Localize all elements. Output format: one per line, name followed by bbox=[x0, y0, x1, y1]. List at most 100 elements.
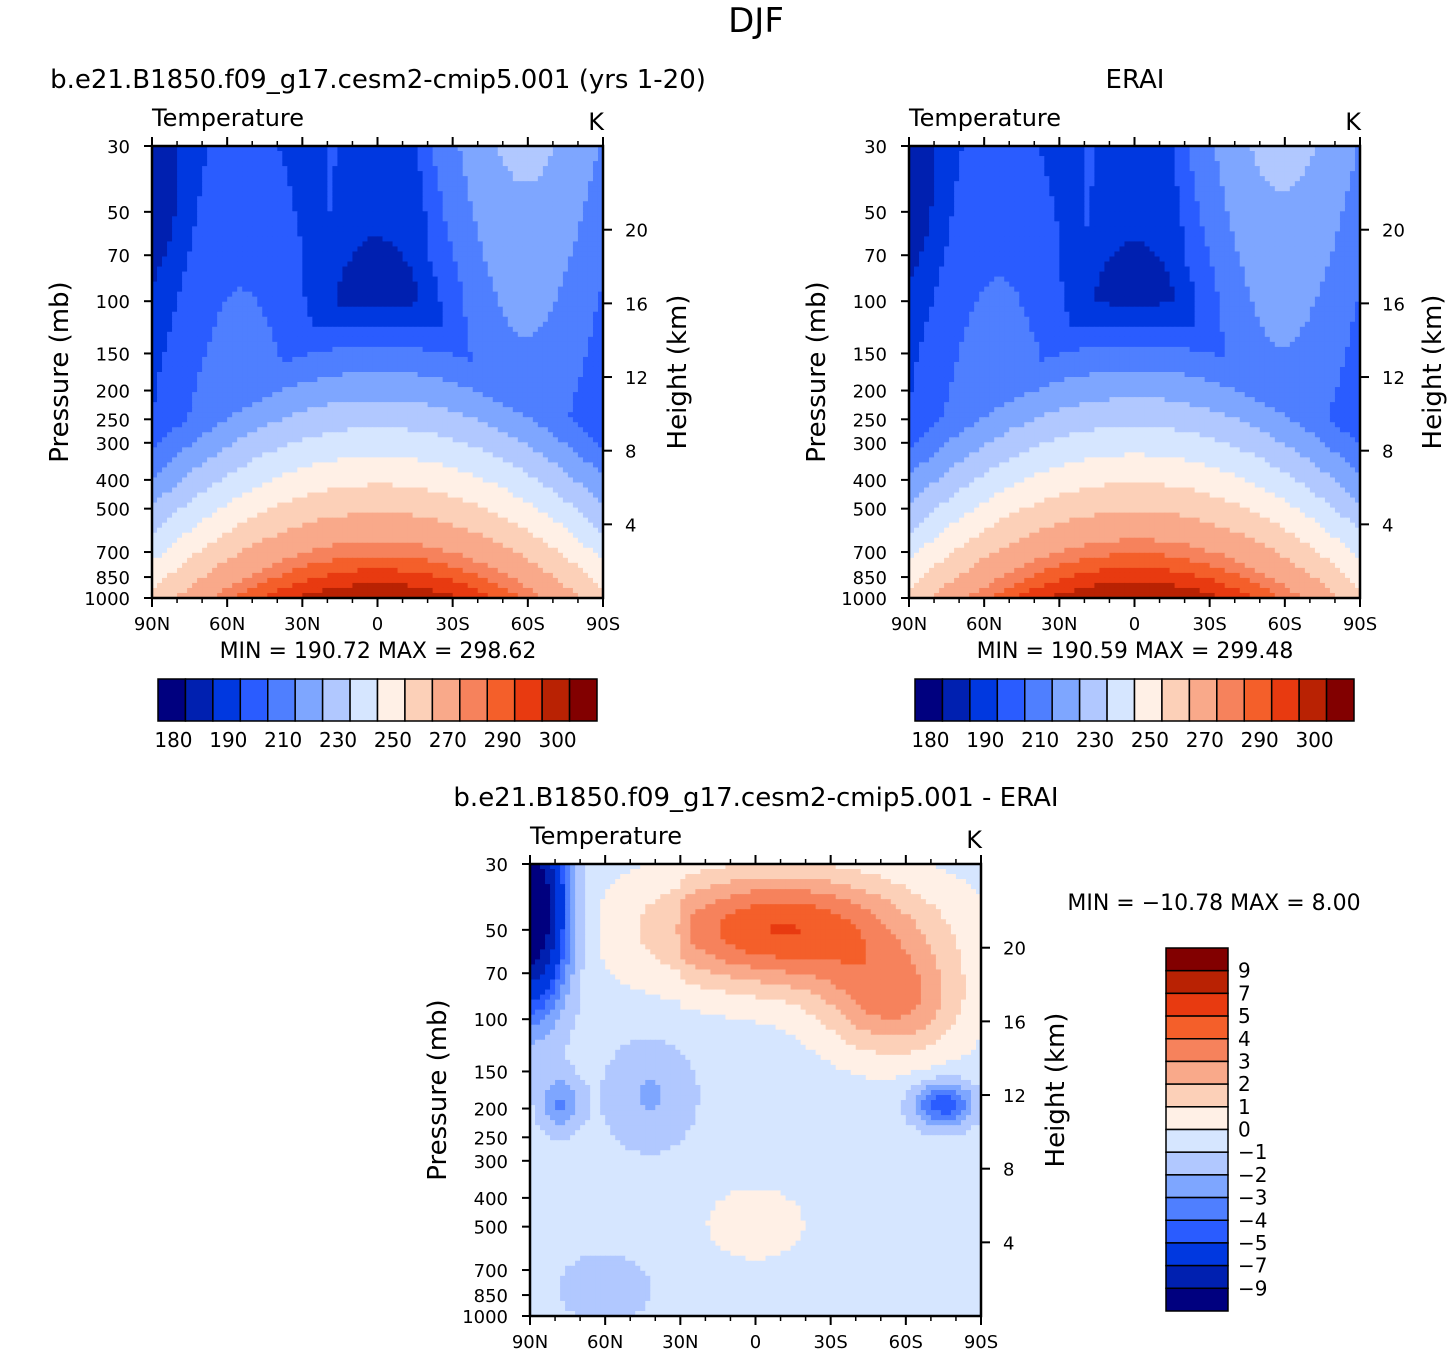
heatmap-cell bbox=[532, 301, 539, 308]
heatmap-cell bbox=[292, 321, 298, 328]
heatmap-cell bbox=[562, 331, 569, 338]
heatmap-cell bbox=[342, 407, 349, 413]
heatmap-cell bbox=[397, 336, 404, 343]
panel-title: b.e21.B1850.f09_g17.cesm2-cmip5.001 (yrs… bbox=[50, 65, 706, 95]
heatmap-cell bbox=[487, 146, 494, 152]
heatmap-cell bbox=[262, 316, 268, 323]
heatmap-cell bbox=[152, 356, 158, 363]
heatmap-cell bbox=[557, 186, 564, 192]
heatmap-cell bbox=[322, 346, 328, 353]
heatmap-cell bbox=[192, 412, 198, 418]
heatmap-cell bbox=[592, 291, 599, 298]
heatmap-cell bbox=[362, 256, 369, 263]
heatmap-cell bbox=[187, 161, 193, 167]
heatmap-cell bbox=[362, 206, 369, 212]
heatmap-cell bbox=[267, 301, 273, 308]
heatmap-cell bbox=[177, 356, 183, 363]
heatmap-cell bbox=[227, 402, 233, 408]
heatmap-cell bbox=[177, 306, 183, 313]
heatmap-cell bbox=[497, 417, 504, 423]
heatmap-cell bbox=[352, 356, 359, 363]
heatmap-cell bbox=[462, 417, 469, 423]
heatmap-cell bbox=[432, 382, 439, 388]
heatmap-cell bbox=[387, 176, 394, 182]
heatmap-cell bbox=[552, 291, 559, 298]
heatmap-cell bbox=[527, 266, 534, 273]
heatmap-cell bbox=[197, 356, 203, 363]
heatmap-cell bbox=[422, 331, 429, 338]
heatmap-cell bbox=[537, 296, 544, 303]
heatmap-cell bbox=[522, 241, 529, 248]
heatmap-cell bbox=[527, 291, 534, 298]
heatmap-cell bbox=[537, 336, 544, 343]
heatmap-cell bbox=[307, 412, 313, 418]
heatmap-cell bbox=[322, 161, 328, 167]
heatmap-cell bbox=[442, 281, 449, 288]
heatmap-cell bbox=[337, 296, 344, 303]
heatmap-cell bbox=[457, 321, 464, 328]
heatmap-cell bbox=[557, 392, 564, 398]
heatmap-cell bbox=[232, 206, 238, 212]
heatmap-cell bbox=[492, 221, 499, 227]
heatmap-cell bbox=[467, 316, 474, 323]
heatmap-cell bbox=[497, 236, 504, 243]
heatmap-cell bbox=[567, 196, 574, 202]
heatmap-cell bbox=[477, 281, 484, 288]
heatmap-cell bbox=[372, 206, 379, 212]
heatmap-cell bbox=[392, 211, 399, 217]
heatmap-cell bbox=[387, 301, 394, 308]
heatmap-cell bbox=[277, 286, 283, 293]
heatmap-cell bbox=[587, 166, 594, 172]
heatmap-cell bbox=[567, 321, 574, 328]
heatmap-cell bbox=[557, 276, 564, 283]
heatmap-cell bbox=[532, 276, 539, 283]
heatmap-cell bbox=[162, 221, 168, 227]
heatmap-cell bbox=[252, 251, 258, 258]
heatmap-cell bbox=[417, 201, 424, 207]
heatmap-cell bbox=[197, 392, 203, 398]
heatmap-cell bbox=[417, 171, 424, 177]
heatmap-cell bbox=[227, 387, 233, 393]
heatmap-cell bbox=[287, 171, 293, 177]
heatmap-cell bbox=[172, 261, 178, 268]
heatmap-cell bbox=[247, 241, 253, 248]
heatmap-cell bbox=[407, 211, 414, 217]
heatmap-cell bbox=[247, 331, 253, 338]
heatmap-cell bbox=[332, 377, 339, 383]
heatmap-cell bbox=[542, 407, 549, 413]
heatmap-cell bbox=[267, 422, 273, 428]
heatmap-cell bbox=[592, 346, 599, 353]
heatmap-cell bbox=[242, 146, 248, 152]
heatmap-cell bbox=[292, 236, 298, 243]
heatmap-cell bbox=[262, 276, 268, 283]
heatmap-cell bbox=[597, 286, 604, 293]
heatmap-cell bbox=[307, 241, 313, 248]
heatmap-cell bbox=[162, 276, 168, 283]
heatmap-cell bbox=[412, 306, 419, 313]
heatmap-cell bbox=[152, 346, 158, 353]
heatmap-cell bbox=[197, 186, 203, 192]
heatmap-cell bbox=[427, 402, 434, 408]
heatmap-cell bbox=[307, 261, 313, 268]
heatmap-cell bbox=[582, 296, 589, 303]
heatmap-cell bbox=[472, 412, 479, 418]
heatmap-cell bbox=[402, 361, 409, 368]
heatmap-cell bbox=[472, 191, 479, 197]
heatmap-cell bbox=[507, 341, 514, 348]
heatmap-cell bbox=[532, 286, 539, 293]
heatmap-cell bbox=[467, 161, 474, 167]
heatmap-cell bbox=[162, 266, 168, 273]
heatmap-cell bbox=[317, 311, 323, 318]
heatmap-cell bbox=[362, 417, 369, 423]
heatmap-cell bbox=[177, 161, 183, 167]
heatmap-cell bbox=[372, 382, 379, 388]
heatmap-cell bbox=[327, 276, 333, 283]
heatmap-cell bbox=[372, 201, 379, 207]
heatmap-cell bbox=[407, 256, 414, 263]
heatmap-cell bbox=[567, 402, 574, 408]
heatmap-cell bbox=[362, 356, 369, 363]
heatmap-cell bbox=[332, 366, 339, 373]
heatmap-cell bbox=[187, 211, 193, 217]
heatmap-cell bbox=[177, 181, 183, 187]
heatmap-cell bbox=[392, 382, 399, 388]
